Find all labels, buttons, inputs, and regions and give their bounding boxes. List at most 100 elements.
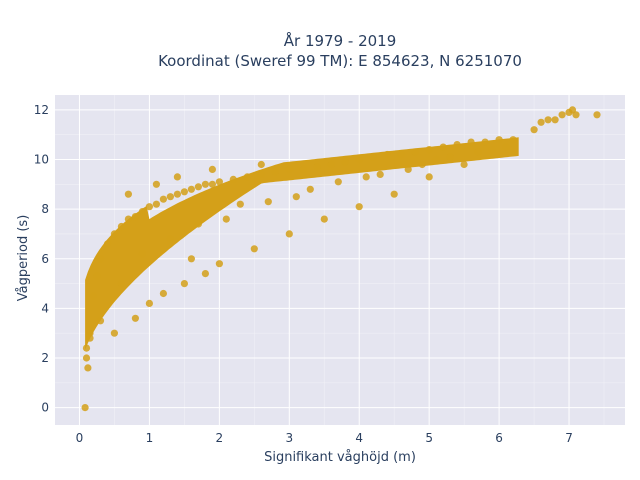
- data-point: [194, 220, 202, 228]
- data-point: [250, 245, 258, 253]
- data-point: [313, 163, 321, 171]
- data-point: [355, 203, 363, 211]
- data-points: [81, 106, 601, 412]
- data-point: [355, 155, 363, 164]
- data-point: [369, 153, 377, 161]
- x-tick-label: 7: [565, 431, 573, 445]
- data-point: [173, 173, 181, 181]
- data-point: [397, 150, 405, 159]
- x-tick-label: 3: [285, 431, 293, 445]
- data-point: [201, 270, 209, 278]
- data-point: [264, 198, 272, 206]
- data-point: [299, 165, 307, 173]
- y-axis-label: Vågperiod (s): [16, 215, 31, 302]
- x-axis-label: Signifikant våghöjd (m): [264, 450, 416, 465]
- data-point: [488, 146, 496, 154]
- data-point: [362, 173, 370, 181]
- data-point: [110, 329, 118, 337]
- data-point: [327, 160, 335, 169]
- data-point: [474, 148, 482, 156]
- data-point: [84, 364, 92, 372]
- data-point: [208, 165, 216, 173]
- data-point: [593, 111, 601, 119]
- data-point: [537, 118, 545, 126]
- data-point: [173, 190, 181, 198]
- data-point: [320, 215, 328, 223]
- data-point: [152, 180, 160, 188]
- x-tick-label: 0: [76, 431, 84, 445]
- data-point: [432, 155, 440, 164]
- data-point: [86, 329, 94, 337]
- data-point: [502, 143, 510, 151]
- data-point: [411, 148, 419, 156]
- y-tick-label: 8: [41, 202, 49, 216]
- data-point: [376, 170, 384, 178]
- data-point: [544, 116, 552, 124]
- data-point: [390, 190, 398, 198]
- data-point: [334, 178, 342, 186]
- data-point: [152, 200, 160, 208]
- data-point: [481, 138, 489, 146]
- data-point: [180, 188, 188, 196]
- data-point: [439, 143, 447, 151]
- data-point: [418, 160, 426, 169]
- data-point: [180, 280, 188, 288]
- data-point: [257, 170, 265, 178]
- data-point: [166, 193, 174, 201]
- data-point: [495, 136, 503, 144]
- data-point: [89, 292, 98, 300]
- data-point: [117, 280, 125, 288]
- data-point: [103, 240, 112, 248]
- data-point: [509, 136, 517, 144]
- data-point: [96, 255, 105, 263]
- x-tick-label: 2: [216, 431, 224, 445]
- data-point: [341, 158, 349, 166]
- chart-title-line1: År 1979 - 2019: [284, 31, 397, 50]
- data-point: [285, 165, 293, 173]
- data-point: [453, 141, 461, 149]
- dense-point-cloud: [85, 137, 519, 350]
- data-point: [93, 272, 101, 280]
- data-point: [159, 195, 167, 203]
- data-point: [425, 146, 433, 154]
- data-point: [131, 314, 139, 322]
- y-axis-ticks: 0 2 4 6 8 10 12: [34, 103, 49, 415]
- y-tick-label: 4: [41, 301, 49, 315]
- data-point: [166, 235, 174, 243]
- data-point: [138, 250, 146, 258]
- data-point: [124, 215, 132, 223]
- y-tick-label: 6: [41, 252, 49, 266]
- data-point: [187, 185, 195, 193]
- x-axis-ticks: 0 1 2 3 4 5 6 7: [76, 431, 573, 445]
- data-point: [159, 289, 167, 298]
- data-point: [292, 193, 300, 201]
- data-point: [572, 111, 580, 119]
- data-point: [243, 173, 251, 181]
- data-point: [201, 180, 209, 188]
- data-point: [86, 334, 94, 342]
- y-tick-label: 0: [41, 401, 49, 415]
- y-tick-label: 10: [34, 153, 49, 167]
- data-point: [208, 180, 216, 188]
- y-tick-label: 2: [41, 351, 49, 365]
- data-point: [215, 178, 223, 186]
- data-point: [124, 190, 132, 198]
- data-point: [81, 404, 89, 412]
- data-point: [82, 344, 91, 352]
- data-point: [306, 185, 314, 193]
- data-point: [467, 138, 475, 146]
- y-tick-label: 12: [34, 103, 49, 117]
- data-point: [82, 354, 91, 362]
- data-point: [257, 160, 265, 169]
- data-point: [194, 183, 202, 191]
- x-tick-label: 6: [495, 431, 503, 445]
- data-point: [229, 175, 237, 183]
- chart-title-line2: Koordinat (Sweref 99 TM): E 854623, N 62…: [158, 52, 522, 70]
- data-point: [110, 230, 118, 238]
- x-tick-label: 4: [355, 431, 363, 445]
- x-tick-label: 5: [425, 431, 433, 445]
- data-point: [96, 317, 105, 325]
- data-point: [404, 165, 412, 173]
- data-point: [236, 200, 244, 208]
- data-point: [145, 299, 153, 307]
